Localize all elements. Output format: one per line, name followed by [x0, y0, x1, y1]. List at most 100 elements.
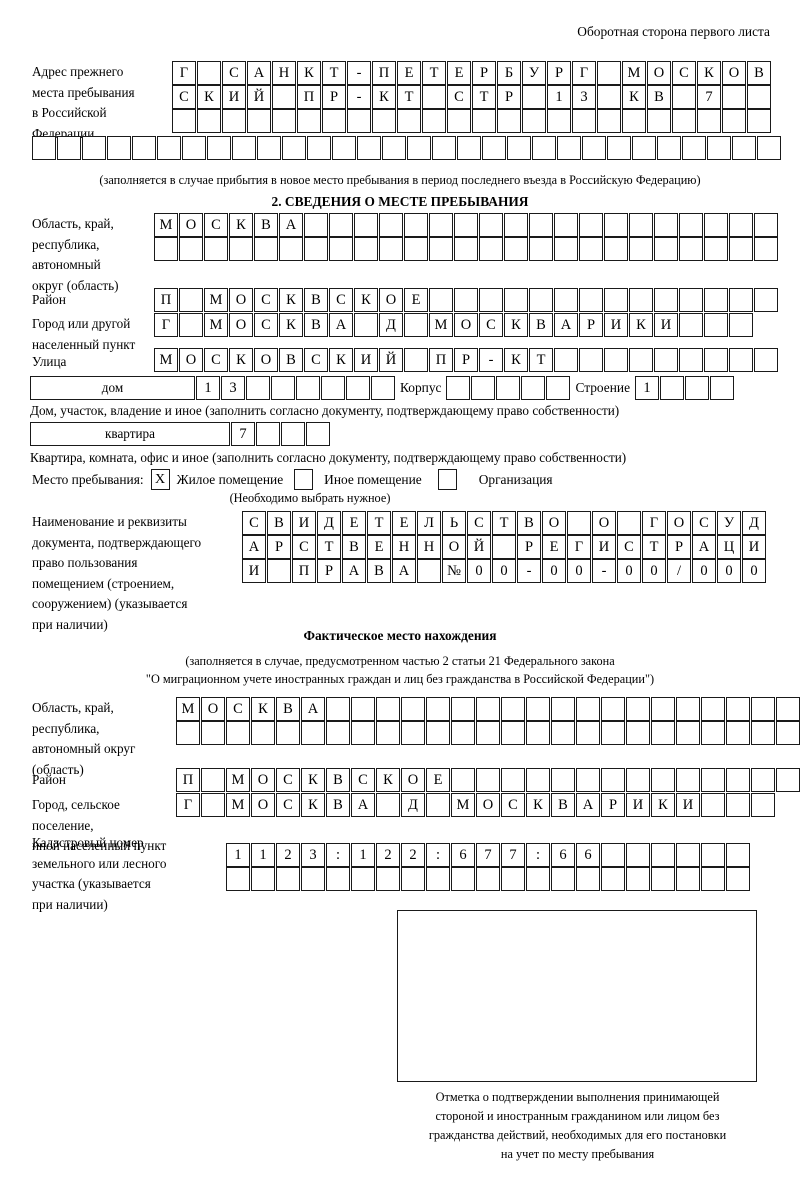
- actual-region-row[interactable]: [176, 721, 800, 745]
- document-cell[interactable]: Р: [667, 535, 691, 559]
- actual-region-cell[interactable]: [751, 697, 775, 721]
- prev-address-cell[interactable]: В: [647, 85, 671, 109]
- actual-region-cell[interactable]: [601, 721, 625, 745]
- house-cell[interactable]: [296, 376, 320, 400]
- actual-region-cell[interactable]: [501, 697, 525, 721]
- section2-city-cell[interactable]: О: [454, 313, 478, 337]
- document-cell[interactable]: [617, 511, 641, 535]
- actual-city-cell[interactable]: [726, 793, 750, 817]
- prev-address-cell[interactable]: [672, 85, 696, 109]
- prev-address-cell[interactable]: [382, 136, 406, 160]
- cadastral-cell[interactable]: [276, 867, 300, 891]
- section2-region-cell[interactable]: [479, 213, 503, 237]
- korpus-cell[interactable]: [546, 376, 571, 400]
- actual-city-cell[interactable]: О: [476, 793, 500, 817]
- cadastral-cell[interactable]: [476, 867, 500, 891]
- document-cell[interactable]: Е: [392, 511, 416, 535]
- section2-region-cell[interactable]: [304, 213, 328, 237]
- prev-address-cell[interactable]: [582, 136, 606, 160]
- actual-district-cell[interactable]: [501, 768, 525, 792]
- prev-address-cell[interactable]: [522, 109, 546, 133]
- section2-district-cell[interactable]: [629, 288, 653, 312]
- prev-address-cell[interactable]: [657, 136, 681, 160]
- section2-city-cell[interactable]: [404, 313, 428, 337]
- actual-region-cell[interactable]: [601, 697, 625, 721]
- cadastral-cell[interactable]: [601, 843, 625, 867]
- house-cell[interactable]: 3: [221, 376, 245, 400]
- actual-district-cell[interactable]: [551, 768, 575, 792]
- actual-region-cell[interactable]: [701, 721, 725, 745]
- prev-address-cell[interactable]: К: [197, 85, 221, 109]
- document-cell[interactable]: №: [442, 559, 466, 583]
- prev-address-cell[interactable]: [597, 109, 621, 133]
- document-cell[interactable]: [492, 535, 516, 559]
- cadastral-cell[interactable]: [251, 867, 275, 891]
- actual-region-cell[interactable]: С: [226, 697, 250, 721]
- actual-city-cell[interactable]: И: [676, 793, 700, 817]
- actual-region-cell[interactable]: [226, 721, 250, 745]
- prev-address-cell[interactable]: И: [222, 85, 246, 109]
- document-cell[interactable]: В: [517, 511, 541, 535]
- section2-street-cell[interactable]: [554, 348, 578, 372]
- document-cell[interactable]: П: [292, 559, 316, 583]
- prev-address-cell[interactable]: 1: [547, 85, 571, 109]
- prev-address-cell[interactable]: [747, 109, 771, 133]
- actual-region-cell[interactable]: [726, 697, 750, 721]
- section2-region-cell[interactable]: [479, 237, 503, 261]
- actual-region-cell[interactable]: [676, 697, 700, 721]
- section2-city-cell[interactable]: К: [504, 313, 528, 337]
- stay-type-row[interactable]: Место пребывания: X Жилое помещение Иное…: [32, 469, 553, 490]
- cadastral-cell[interactable]: 6: [576, 843, 600, 867]
- document-cell[interactable]: Д: [742, 511, 766, 535]
- section2-region-cell[interactable]: [554, 213, 578, 237]
- actual-region-cell[interactable]: [451, 721, 475, 745]
- section2-district-cell[interactable]: О: [379, 288, 403, 312]
- actual-district-cell[interactable]: [201, 768, 225, 792]
- prev-address-cell[interactable]: [272, 85, 296, 109]
- prev-address-cell[interactable]: О: [647, 61, 671, 85]
- prev-address-cell[interactable]: [472, 109, 496, 133]
- section2-region-cell[interactable]: [204, 237, 228, 261]
- section2-city-cell[interactable]: [704, 313, 728, 337]
- document-cell[interactable]: 0: [742, 559, 766, 583]
- section2-street-cell[interactable]: -: [479, 348, 503, 372]
- cadastral-cell[interactable]: 7: [476, 843, 500, 867]
- cadastral-cell[interactable]: [651, 843, 675, 867]
- house-cell[interactable]: 1: [196, 376, 220, 400]
- actual-region-cell[interactable]: [326, 697, 350, 721]
- stroenie-cell[interactable]: [685, 376, 710, 400]
- section2-city-cell[interactable]: И: [604, 313, 628, 337]
- cadastral-cell[interactable]: 2: [376, 843, 400, 867]
- actual-region-cell[interactable]: [576, 721, 600, 745]
- house-cell[interactable]: [371, 376, 395, 400]
- cadastral-cell[interactable]: [376, 867, 400, 891]
- section2-city-cell[interactable]: Д: [379, 313, 403, 337]
- prev-address-cell[interactable]: [672, 109, 696, 133]
- prev-address-cell[interactable]: [332, 136, 356, 160]
- prev-address-cell[interactable]: [407, 136, 431, 160]
- document-cell[interactable]: С: [292, 535, 316, 559]
- prev-address-cell[interactable]: [682, 136, 706, 160]
- prev-address-cell[interactable]: Р: [472, 61, 496, 85]
- section2-region-cell[interactable]: [504, 213, 528, 237]
- actual-district-cell[interactable]: М: [226, 768, 250, 792]
- actual-district-cell[interactable]: [576, 768, 600, 792]
- prev-address-cell[interactable]: [697, 109, 721, 133]
- actual-region-cell[interactable]: [751, 721, 775, 745]
- cadastral-cell[interactable]: 2: [276, 843, 300, 867]
- actual-region-cell[interactable]: [376, 697, 400, 721]
- actual-region-cell[interactable]: [326, 721, 350, 745]
- document-cell[interactable]: О: [592, 511, 616, 535]
- section2-district-cell[interactable]: [729, 288, 753, 312]
- section2-region-cell[interactable]: [704, 237, 728, 261]
- document-cell[interactable]: Е: [542, 535, 566, 559]
- section2-district-cell[interactable]: К: [354, 288, 378, 312]
- document-cell[interactable]: Г: [567, 535, 591, 559]
